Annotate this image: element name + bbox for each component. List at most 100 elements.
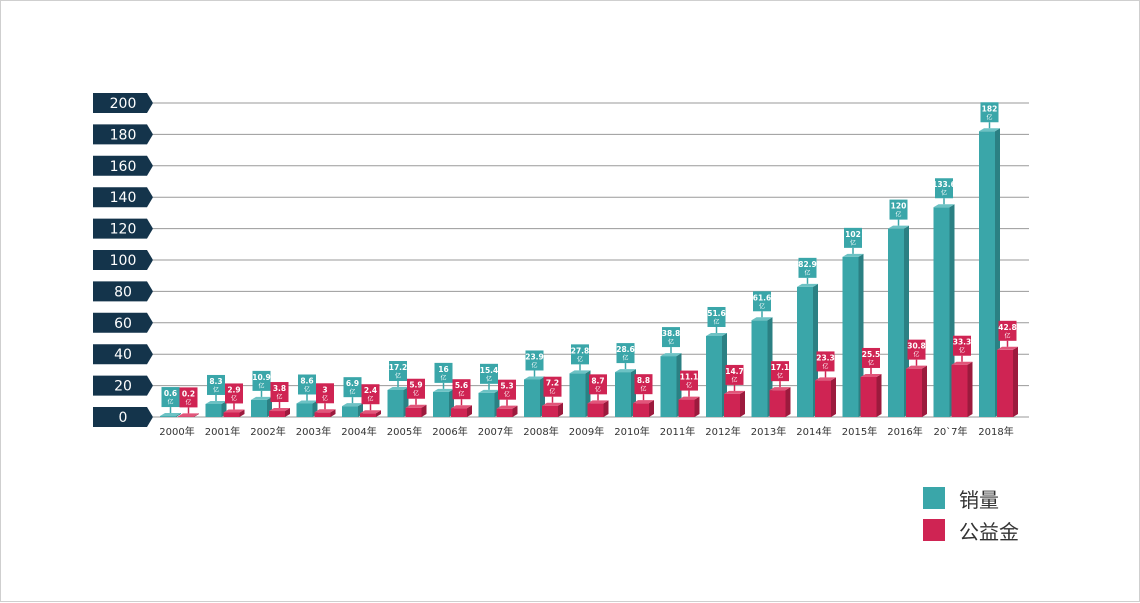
bar-sales — [387, 386, 409, 417]
bar-charity — [269, 408, 290, 417]
label-box — [907, 339, 926, 360]
label-box — [389, 360, 407, 381]
bar-side — [740, 390, 745, 417]
data-label-sales: 10.9亿 — [252, 370, 271, 397]
bar-top — [706, 332, 727, 336]
bar-front — [751, 320, 768, 417]
data-label-value: 8.3 — [209, 377, 222, 386]
data-label-value: 8.8 — [637, 376, 650, 385]
bar-top — [797, 283, 818, 287]
bar-front — [951, 364, 968, 417]
bar-side — [421, 404, 427, 417]
bar-front — [660, 356, 677, 417]
bar-side — [922, 365, 927, 417]
label-box — [361, 384, 380, 405]
data-label-sales: 16亿 — [434, 362, 453, 389]
bar-side — [467, 405, 472, 417]
data-label-unit: 亿 — [258, 382, 264, 390]
data-label-unit: 亿 — [367, 395, 373, 403]
bar-sales — [160, 413, 181, 417]
bar-front — [178, 416, 194, 417]
data-label-value: 5.3 — [500, 382, 513, 391]
bar-top — [906, 365, 927, 369]
y-tick-tab — [93, 281, 153, 302]
label-box — [298, 374, 316, 395]
bar-front — [587, 403, 604, 417]
data-label-unit: 亿 — [731, 376, 737, 384]
data-label-value: 28.6 — [616, 345, 635, 354]
data-label-unit: 亿 — [304, 385, 310, 393]
data-label-charity: 25.5亿 — [862, 347, 880, 374]
bar-front — [205, 403, 222, 417]
data-label-sales: 61.6亿 — [753, 291, 771, 318]
data-label-value: 133.6 — [932, 180, 956, 189]
data-label-unit: 亿 — [504, 391, 510, 399]
data-label-value: 33.3 — [953, 338, 972, 347]
data-label-unit: 亿 — [549, 388, 555, 396]
data-label-value: 30.8 — [907, 342, 926, 351]
bar-charity — [860, 373, 882, 417]
bar-top — [178, 413, 199, 417]
y-tick-tab — [93, 250, 153, 270]
x-tick-label: 2001年 — [205, 425, 240, 438]
bar-top — [769, 387, 791, 391]
data-label-value: 6.9 — [346, 379, 359, 388]
label-box — [207, 374, 225, 395]
bar-top — [587, 400, 609, 404]
bar-sales — [751, 317, 773, 417]
label-box — [753, 291, 771, 312]
data-label-value: 3 — [322, 385, 327, 394]
data-label-sales: 133.6亿 — [932, 178, 956, 205]
data-label-unit: 亿 — [440, 374, 446, 382]
bar-side — [649, 400, 654, 417]
bar-sales — [205, 400, 227, 417]
data-label-value: 17.1 — [771, 363, 790, 372]
bar-sales — [251, 396, 272, 417]
y-tick-label: 80 — [114, 284, 132, 300]
y-tick-label: 180 — [110, 127, 137, 143]
bar-charity — [360, 410, 381, 417]
data-label-charity: 0.2亿 — [179, 387, 198, 414]
label-box — [980, 102, 999, 123]
bar-front — [933, 207, 950, 417]
data-label-unit: 亿 — [486, 375, 492, 383]
bar-sales — [842, 253, 864, 417]
bar-sales — [979, 128, 1000, 417]
data-label-sales: 27.8亿 — [571, 344, 589, 371]
data-label-value: 120 — [891, 202, 907, 211]
label-box — [816, 351, 835, 372]
data-label-charity: 11.1亿 — [680, 370, 698, 397]
bar-top — [678, 396, 700, 400]
data-label-charity: 5.6亿 — [452, 379, 471, 406]
label-box — [343, 377, 362, 398]
data-label-unit: 亿 — [231, 394, 237, 402]
data-label-sales: 0.6亿 — [161, 387, 180, 414]
bar-top — [269, 408, 290, 412]
data-label-charity: 17.1亿 — [771, 361, 790, 388]
label-box — [316, 383, 334, 404]
data-label-value: 2.9 — [227, 385, 240, 394]
data-label-unit: 亿 — [276, 393, 282, 401]
bar-front — [314, 412, 331, 417]
y-tick-tab — [93, 312, 153, 333]
bar-top — [314, 409, 336, 413]
bar-charity — [542, 402, 563, 417]
legend-item-charity: 公益金 — [923, 515, 1019, 545]
x-tick-label: 2000年 — [159, 425, 194, 438]
x-tick-label: 2007年 — [478, 425, 513, 438]
bar-front — [251, 399, 267, 417]
data-label-sales: 28.6亿 — [616, 343, 635, 370]
label-box — [662, 327, 680, 348]
data-label-unit: 亿 — [686, 382, 692, 390]
data-label-value: 5.6 — [455, 381, 468, 390]
bar-top — [569, 370, 591, 374]
bar-sales — [524, 376, 545, 417]
x-tick-label: 2015年 — [842, 425, 877, 438]
data-label-charity: 5.9亿 — [407, 378, 425, 405]
data-label-charity: 8.8亿 — [634, 374, 653, 401]
bar-front — [223, 412, 240, 417]
label-box — [225, 383, 243, 404]
x-tick-label: 2008年 — [523, 425, 558, 438]
data-label-charity: 23.3亿 — [816, 351, 835, 378]
data-label-unit: 亿 — [349, 388, 355, 396]
